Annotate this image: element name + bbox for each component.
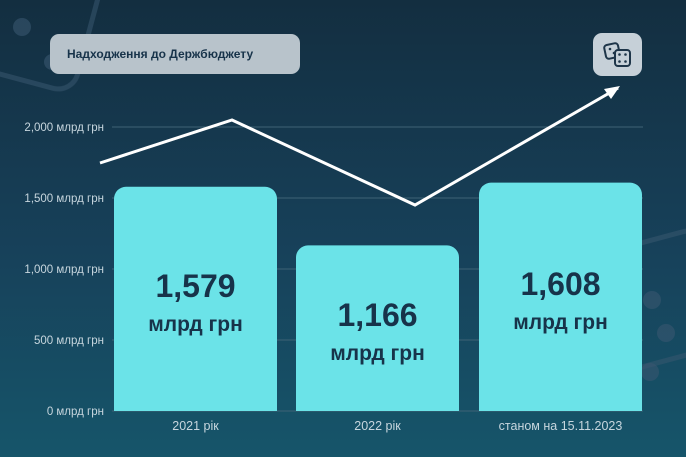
bar-value-label: 1,579 [155,268,235,304]
bar [114,186,277,411]
bar-unit-label: млрд грн [330,342,425,365]
bar-unit-label: млрд грн [513,311,608,334]
bar-value-label: 1,608 [520,266,600,302]
y-tick-label: 1,000 млрд грн [24,264,104,276]
dice-badge [593,33,642,76]
bar-value-label: 1,166 [337,297,417,333]
y-tick-label: 1,500 млрд грн [24,193,104,205]
bar-base [479,397,642,411]
bar [479,182,642,411]
bar-unit-label: млрд грн [148,313,243,336]
y-tick-label: 500 млрд грн [34,335,104,347]
trend-line [99,86,619,207]
chart-title: Надходження до Держбюджету [50,34,300,74]
bar-base [296,397,459,411]
x-category-label: станом на 15.11.2023 [499,419,623,433]
y-tick-label: 2,000 млрд грн [24,122,104,134]
bar-base [114,397,277,411]
bar [296,245,459,411]
dice-icon [602,41,631,67]
trend-arrowhead [604,86,620,99]
y-tick-label: 0 млрд грн [47,406,104,418]
x-category-label: 2022 рік [354,419,401,433]
x-category-label: 2021 рік [172,419,219,433]
